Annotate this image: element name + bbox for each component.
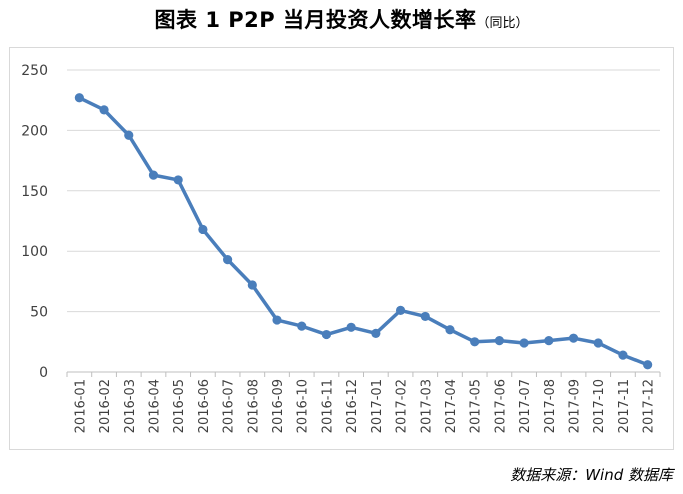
chart-title: 图表 1 P2P 当月投资人数增长率（同比）	[0, 4, 683, 34]
series-line	[77, 96, 650, 367]
y-tick-label: 50	[30, 305, 48, 321]
data-point	[148, 170, 159, 180]
chart-frame	[9, 47, 674, 450]
x-tick-label: 2016-03	[123, 379, 138, 433]
data-point	[346, 322, 356, 332]
data-point	[297, 321, 307, 331]
y-tick-label: 0	[39, 365, 48, 381]
data-point	[519, 338, 529, 348]
x-tick-label: 2017-10	[592, 379, 607, 433]
x-tick-label: 2017-02	[395, 379, 410, 433]
data-point	[223, 255, 233, 265]
y-tick-label: 150	[21, 184, 48, 200]
x-tick-label: 2016-05	[172, 379, 187, 433]
data-point	[593, 338, 603, 348]
data-point	[124, 130, 134, 140]
data-point	[395, 305, 406, 315]
x-tick-label: 2016-11	[320, 379, 335, 433]
data-point	[247, 280, 257, 290]
x-tick-label: 2017-03	[419, 379, 434, 433]
x-tick-label: 2016-08	[246, 379, 261, 433]
data-point	[198, 224, 208, 235]
x-tick-label: 2017-12	[642, 379, 657, 433]
data-point	[321, 329, 332, 340]
x-tick-label: 2016-09	[271, 379, 286, 433]
data-point	[371, 328, 381, 338]
data-point	[470, 337, 480, 347]
data-point	[618, 350, 628, 360]
x-tick-label: 2016-07	[222, 379, 237, 433]
chart-title-sub: （同比）	[476, 16, 529, 31]
data-point	[173, 175, 183, 185]
grid-lines	[67, 69, 660, 373]
data-point	[99, 105, 109, 115]
x-tick-label: 2017-01	[370, 379, 385, 433]
x-tick-label: 2016-06	[197, 379, 212, 433]
x-tick-label: 2017-09	[568, 379, 583, 433]
x-tick-label: 2016-02	[98, 379, 113, 433]
data-point	[74, 93, 84, 103]
x-tick-label: 2016-10	[296, 379, 311, 433]
x-axis-ticks: 2016-01 2016-02 2016-03 2016-04 2016-05 2016-…	[66, 372, 661, 433]
y-tick-label: 250	[21, 63, 48, 79]
series-layer	[74, 93, 653, 370]
x-tick-label: 2017-08	[543, 379, 558, 433]
chart-title-main: 图表 1 P2P 当月投资人数增长率	[154, 8, 477, 32]
data-point	[568, 333, 579, 343]
x-tick-label: 2017-07	[518, 379, 533, 433]
data-point	[445, 325, 455, 335]
x-tick-label: 2017-06	[493, 379, 508, 433]
x-tick-label: 2017-11	[617, 379, 632, 433]
x-tick-label: 2017-05	[469, 379, 484, 433]
x-tick-label: 2016-01	[73, 379, 88, 433]
data-point	[643, 360, 653, 370]
y-tick-label: 100	[21, 244, 48, 260]
x-tick-label: 2016-12	[345, 379, 360, 433]
y-axis-ticks: 0 50 100 150 200 250	[21, 63, 48, 381]
data-point	[544, 335, 554, 346]
y-tick-label: 200	[21, 123, 48, 139]
data-point	[494, 335, 504, 346]
data-point	[420, 311, 430, 322]
x-tick-label: 2017-04	[444, 379, 459, 433]
data-point	[272, 315, 282, 325]
x-tick-label: 2016-04	[147, 379, 162, 433]
data-source-note: 数据来源：Wind 数据库	[510, 466, 673, 484]
